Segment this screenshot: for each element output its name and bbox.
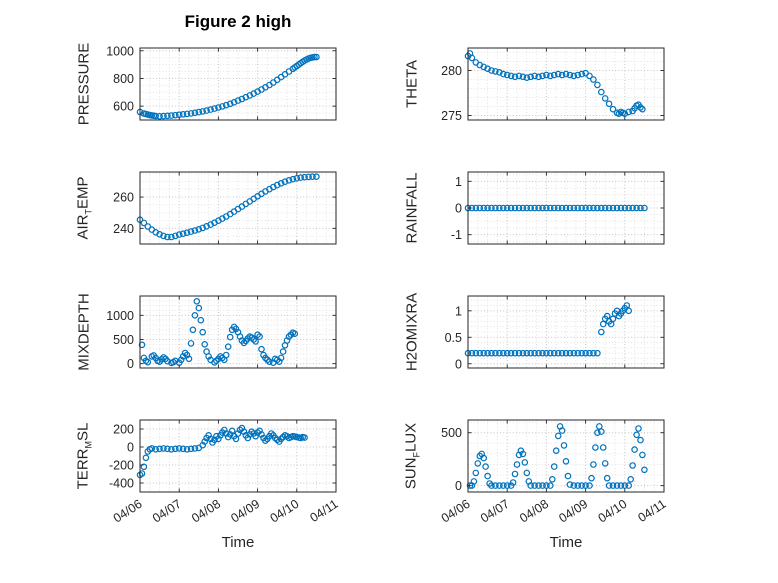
svg-text:-400: -400	[109, 477, 134, 491]
air-temp-plot-column: 240 260	[96, 166, 344, 250]
terr-msl-chart: -400 -200 0 200 04/06 04/07 04/08 04/09 04/10 04/…	[109, 419, 341, 526]
mixdepth-axis-label: MIXDEPTH	[75, 293, 93, 371]
svg-text:0: 0	[127, 441, 134, 455]
rainfall-chart: -1 0 1	[451, 171, 665, 245]
svg-text:500: 500	[113, 333, 134, 347]
svg-text:04/07: 04/07	[150, 497, 184, 526]
subplot-mixdepth: MIXDEPTH 0 500 1000	[72, 290, 337, 374]
svg-text:04/08: 04/08	[189, 497, 223, 526]
subplot-rainfall: RAINFALL -1 0 1	[400, 166, 665, 250]
svg-text:500: 500	[441, 426, 462, 440]
sun-flux-chart: 0 500 04/06 04/07 04/08 04/09 04/10 04/11	[439, 419, 669, 526]
svg-text:04/11: 04/11	[308, 497, 341, 525]
rainfall-axis-label: RAINFALL	[403, 172, 421, 244]
rainfall-plot-column: -1 0 1	[424, 166, 672, 250]
svg-text:1: 1	[455, 175, 462, 189]
subplot-pressure: PRESSURE 600 800 1000	[72, 42, 337, 126]
terr-msl-axis-label: TERRMSL	[74, 422, 94, 490]
figure-title: Figure 2 high	[184, 12, 292, 31]
theta-chart: 275 280	[441, 47, 665, 123]
svg-text:04/11: 04/11	[636, 497, 669, 525]
svg-text:04/08: 04/08	[517, 497, 551, 526]
mixdepth-chart: 0 500 1000	[106, 295, 337, 371]
svg-text:0.5: 0.5	[445, 331, 462, 345]
subplot-air-temp: AIRTEMP 240 260	[72, 166, 337, 250]
pressure-plot-column: 600 800 1000	[96, 42, 344, 126]
figure-title-row: Figure 2 high	[140, 12, 336, 32]
svg-text:04/06: 04/06	[439, 497, 473, 526]
svg-text:240: 240	[113, 222, 134, 236]
subplot-sun-flux: SUNFLUX 0 500 04/06 04/07 04/08 04/09 04/10 04/…	[400, 414, 669, 551]
svg-text:-200: -200	[109, 459, 134, 473]
air-temp-chart: 240 260	[113, 171, 337, 245]
svg-text:1: 1	[455, 304, 462, 318]
svg-text:275: 275	[441, 109, 462, 123]
svg-text:04/10: 04/10	[268, 497, 302, 526]
svg-text:0: 0	[455, 479, 462, 493]
h2omixra-axis-label: H2OMIXRA	[403, 292, 421, 372]
h2omixra-chart: 00.51	[445, 295, 665, 371]
x-axis-label-right: Time	[549, 534, 583, 551]
pressure-chart: 600 800 1000	[106, 44, 337, 121]
svg-text:1000: 1000	[106, 309, 134, 323]
subplot-terr-msl: TERRMSL -400 -200 0 200 04/06 04/07 04/08 04/09…	[72, 414, 341, 551]
pressure-axis-label: PRESSURE	[75, 42, 93, 126]
svg-text:260: 260	[113, 191, 134, 205]
subplot-h2omixra: H2OMIXRA 0 0.5 1	[400, 290, 665, 374]
theta-plot-column: 275 280	[424, 42, 672, 126]
terr-msl-plot-column: -400 -200 0 200 04/06 04/07 04/08 04/09 04/10 04/…	[96, 414, 344, 551]
svg-text:04/10: 04/10	[596, 497, 630, 526]
svg-text:0: 0	[455, 202, 462, 216]
svg-text:600: 600	[113, 100, 134, 114]
svg-text:200: 200	[113, 423, 134, 437]
air-temp-axis-label: AIRTEMP	[74, 176, 94, 240]
mixdepth-plot-column: 0 500 1000	[96, 290, 344, 374]
subplot-theta: THETA 275 280	[400, 42, 665, 126]
svg-text:0: 0	[455, 357, 462, 371]
svg-text:04/06: 04/06	[111, 497, 145, 526]
svg-text:04/09: 04/09	[228, 497, 262, 526]
svg-text:04/09: 04/09	[556, 497, 590, 526]
subplot-grid: PRESSURE 600 800 1000 THETA 275 280 AIRTEMP…	[0, 42, 778, 551]
x-axis-label-left: Time	[221, 534, 255, 551]
h2omixra-plot-column: 0 0.5 1	[424, 290, 672, 374]
svg-text:280: 280	[441, 64, 462, 78]
svg-text:800: 800	[113, 72, 134, 86]
sun-flux-axis-label: SUNFLUX	[402, 422, 422, 490]
sun-flux-plot-column: 0 500 04/06 04/07 04/08 04/09 04/10 04/11 Time	[424, 414, 672, 551]
svg-text:-1: -1	[451, 228, 462, 242]
svg-text:1000: 1000	[106, 44, 134, 58]
svg-text:04/07: 04/07	[478, 497, 512, 526]
svg-text:0: 0	[127, 357, 134, 371]
theta-axis-label: THETA	[403, 59, 421, 109]
